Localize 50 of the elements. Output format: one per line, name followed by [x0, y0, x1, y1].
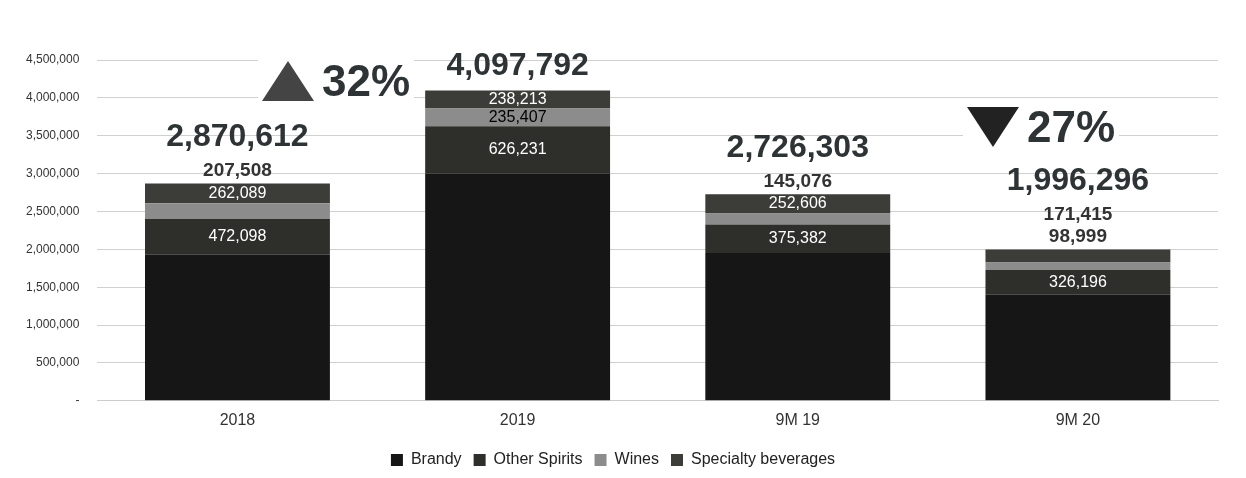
total-label: 2,726,303 [726, 128, 869, 165]
data-label: 472,098 [208, 227, 267, 245]
y-tick-label: 3,000,000 [25, 165, 80, 180]
data-label: 626,231 [488, 140, 547, 158]
legend-label: Other Spirits [493, 450, 583, 468]
data-label: 145,076 [763, 169, 833, 191]
data-label: 98,999 [1048, 224, 1107, 246]
data-label: 238,213 [488, 89, 547, 107]
y-tick-label: 4,000,000 [25, 90, 80, 105]
y-tick-label: 2,000,000 [25, 241, 80, 256]
legend-label: Specialty beverages [690, 450, 836, 468]
annotation: 32% [322, 56, 411, 106]
data-label: 262,089 [208, 183, 267, 201]
bar [985, 270, 1171, 295]
bar [705, 213, 891, 225]
y-tick-label: 2,500,000 [25, 203, 80, 218]
bar [145, 218, 330, 255]
y-tick-label: 500,000 [35, 355, 80, 370]
data-label: 207,508 [203, 158, 272, 180]
y-tick-label: 1,500,000 [25, 279, 80, 294]
bar [705, 224, 891, 253]
bar [705, 252, 891, 401]
total-label: 4,097,792 [446, 46, 589, 83]
data-label: 171,415 [1043, 202, 1113, 224]
y-tick-label: - [75, 393, 80, 408]
data-label: 375,382 [768, 229, 827, 247]
annotation: 27% [1027, 102, 1116, 152]
y-tick-label: 4,500,000 [25, 52, 80, 67]
legend-label: Wines [614, 450, 659, 468]
data-label: 235,407 [488, 107, 547, 125]
total-label: 1,996,296 [1006, 161, 1150, 198]
bar [425, 90, 611, 109]
data-label: 326,196 [1049, 272, 1107, 290]
bar [145, 203, 330, 219]
x-tick-label: 9M 20 [1055, 410, 1101, 428]
x-tick-label: 2018 [219, 410, 256, 428]
y-tick-label: 1,000,000 [25, 317, 80, 332]
total-label: 2,870,612 [166, 117, 309, 154]
bar [425, 173, 611, 401]
bar [985, 294, 1171, 401]
x-tick-label: 9M 19 [775, 410, 821, 428]
x-tick-label: 2019 [499, 410, 536, 428]
bar [985, 262, 1171, 271]
data-label: 252,606 [768, 194, 827, 212]
bar [145, 254, 330, 401]
bar [985, 249, 1171, 263]
bar [425, 126, 611, 174]
y-tick-label: 3,500,000 [25, 128, 80, 143]
legend-label: Brandy [410, 450, 462, 468]
bar [145, 183, 330, 204]
